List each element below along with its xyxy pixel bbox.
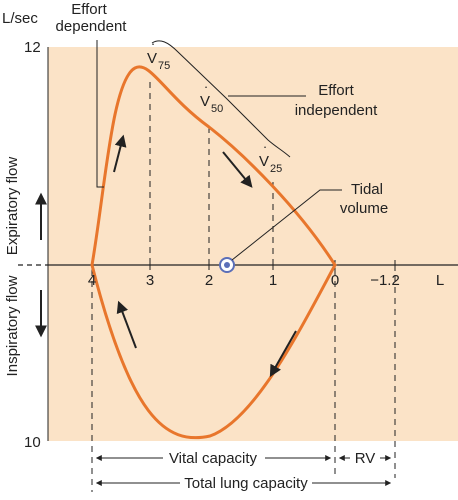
tidal-volume-label-2: volume — [340, 200, 388, 217]
arrow-inspiration-right — [269, 330, 297, 378]
y-bottom-tick: 10 — [24, 434, 41, 451]
v50-dot: · — [204, 79, 208, 94]
inspiratory-flow-label: Inspiratory flow — [4, 275, 21, 376]
effort-independent-label-2: independent — [295, 102, 378, 119]
arrow-inspiration-left — [116, 300, 137, 349]
v25-label: V — [259, 153, 269, 170]
v25-sub: 25 — [270, 163, 282, 175]
v50-sub: 50 — [211, 103, 223, 115]
v50-label: V — [200, 93, 210, 110]
x-tick-label-4: 4 — [88, 272, 96, 289]
v25-dot: · — [263, 139, 267, 154]
total-lung-capacity-label: Total lung capacity — [184, 475, 308, 492]
y-unit-label: L/sec — [2, 10, 38, 27]
rv-label: RV — [355, 450, 376, 467]
arrow-downstroke — [222, 151, 253, 188]
x-unit-label: L — [436, 272, 444, 289]
tidal-volume-dot — [224, 262, 230, 268]
vital-capacity-label-bg — [163, 449, 265, 467]
effort-dependent-label-2: dependent — [56, 18, 128, 35]
v75-sub: 75 — [158, 60, 170, 72]
expiratory-flow-label: Expiratory flow — [4, 157, 21, 256]
flow-volume-loop — [90, 65, 337, 440]
x-tick-label-2: 2 — [205, 272, 213, 289]
x-tick-label-3: 3 — [146, 272, 154, 289]
tidal-volume-pointer — [231, 189, 342, 261]
tidal-volume-label-1: Tidal — [351, 181, 383, 198]
tlc-label-bg — [180, 474, 312, 492]
v75-label: V — [147, 50, 157, 67]
x-tick-label-rv: −1.2 — [370, 272, 400, 289]
effort-dependent-label-1: Effort — [71, 1, 107, 18]
effort-dependent-pointer — [96, 40, 104, 188]
vital-capacity-label: Vital capacity — [169, 450, 258, 467]
x-tick-label-1: 1 — [269, 272, 277, 289]
arrow-upstroke — [113, 134, 127, 173]
y-top-tick: 12 — [24, 39, 41, 56]
plot-background — [48, 47, 458, 441]
effort-independent-label-1: Effort — [318, 82, 354, 99]
v75-dot: · — [151, 36, 155, 51]
rv-label-bg — [350, 449, 380, 467]
x-tick-label-0: 0 — [331, 272, 339, 289]
effort-independent-brace — [151, 40, 291, 158]
